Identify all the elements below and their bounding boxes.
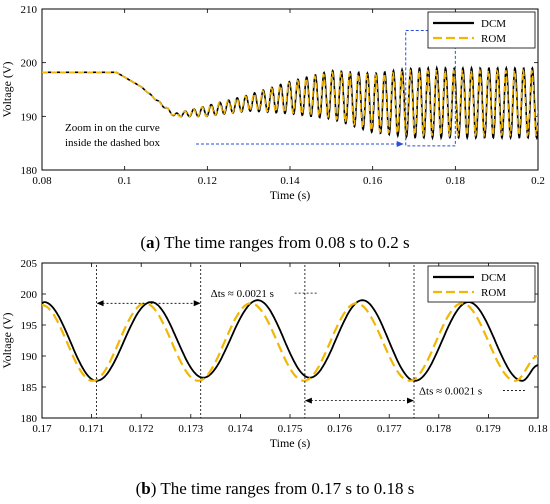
x-tick-label: 0.18 (446, 175, 466, 187)
x-tick-label: 0.1 (118, 175, 132, 187)
caption-b-label: b (141, 479, 150, 498)
caption-a-text: The time ranges from 0.08 s to 0.2 s (160, 233, 409, 252)
x-tick-label: 0.174 (228, 423, 253, 435)
x-tick-label: 0.12 (198, 175, 217, 187)
annotation-line-2: inside the dashed box (65, 137, 161, 149)
interval-arrow-head (96, 300, 104, 307)
y-tick-label: 180 (21, 165, 38, 177)
y-tick-label: 195 (21, 320, 38, 332)
y-tick-label: 185 (21, 382, 38, 394)
x-tick-label: 0.177 (377, 423, 402, 435)
annotation-line-1: Zoom in on the curve (65, 122, 160, 134)
y-tick-label: 190 (21, 111, 38, 123)
x-tick-label: 0.179 (476, 423, 501, 435)
y-axis-label: Voltage (V) (0, 61, 14, 117)
caption-b-text: The time ranges from 0.17 s to 0.18 s (156, 479, 414, 498)
legend-label-rom: ROM (481, 287, 506, 299)
x-axis-label: Time (s) (270, 436, 311, 450)
caption-a-label: a (146, 233, 155, 252)
x-tick-label: 0.14 (280, 175, 300, 187)
interval-arrow-head (304, 397, 312, 404)
legend-label-rom: ROM (481, 33, 506, 45)
y-tick-label: 200 (21, 289, 38, 301)
interval-arrow-head (193, 300, 201, 307)
interval-arrow-head (407, 397, 414, 404)
series-line-rom (42, 68, 538, 138)
legend-label-dcm: DCM (481, 272, 506, 284)
legend-label-dcm: DCM (481, 18, 506, 30)
interval-label: Δts ≈ 0.0021 s (419, 385, 482, 397)
legend-box (427, 265, 536, 303)
series-line-dcm (42, 299, 538, 382)
x-tick-label: 0.18 (528, 423, 548, 435)
panel-b-chart: 0.17 0.171 0.172 0.173 0.174 0.175 0.176 0.177 0… (0, 258, 548, 450)
x-tick-label: 0.08 (32, 175, 52, 187)
interval-label: Δts ≈ 0.0021 s (211, 288, 274, 300)
caption-a: (a) The time ranges from 0.08 s to 0.2 s (140, 233, 409, 252)
annotation-arrow-head (396, 141, 404, 147)
x-tick-label: 0.17 (32, 423, 52, 435)
x-tick-label: 0.176 (327, 423, 352, 435)
legend-box (427, 11, 536, 49)
x-tick-label: 0.171 (79, 423, 104, 435)
zoom-box (405, 29, 456, 147)
x-tick-label: 0.173 (178, 423, 203, 435)
x-tick-label: 0.2 (531, 175, 545, 187)
x-tick-label: 0.172 (129, 423, 154, 435)
x-tick-label: 0.178 (426, 423, 451, 435)
x-tick-label: 0.175 (278, 423, 303, 435)
series-line-rom (42, 302, 538, 382)
y-tick-label: 210 (21, 4, 38, 16)
y-tick-label: 200 (21, 58, 38, 70)
y-tick-label: 190 (21, 351, 38, 363)
x-tick-label: 0.16 (363, 175, 383, 187)
x-axis-label: Time (s) (270, 188, 311, 202)
y-tick-label: 180 (21, 413, 38, 425)
caption-b: (b) The time ranges from 0.17 s to 0.18 … (136, 479, 415, 498)
y-tick-label: 205 (21, 258, 38, 270)
panel-a-chart: 0.08 0.1 0.12 0.14 0.16 0.18 0.2 180 190 200 210 Ti… (0, 4, 545, 202)
y-axis-label: Voltage (V) (0, 312, 14, 368)
